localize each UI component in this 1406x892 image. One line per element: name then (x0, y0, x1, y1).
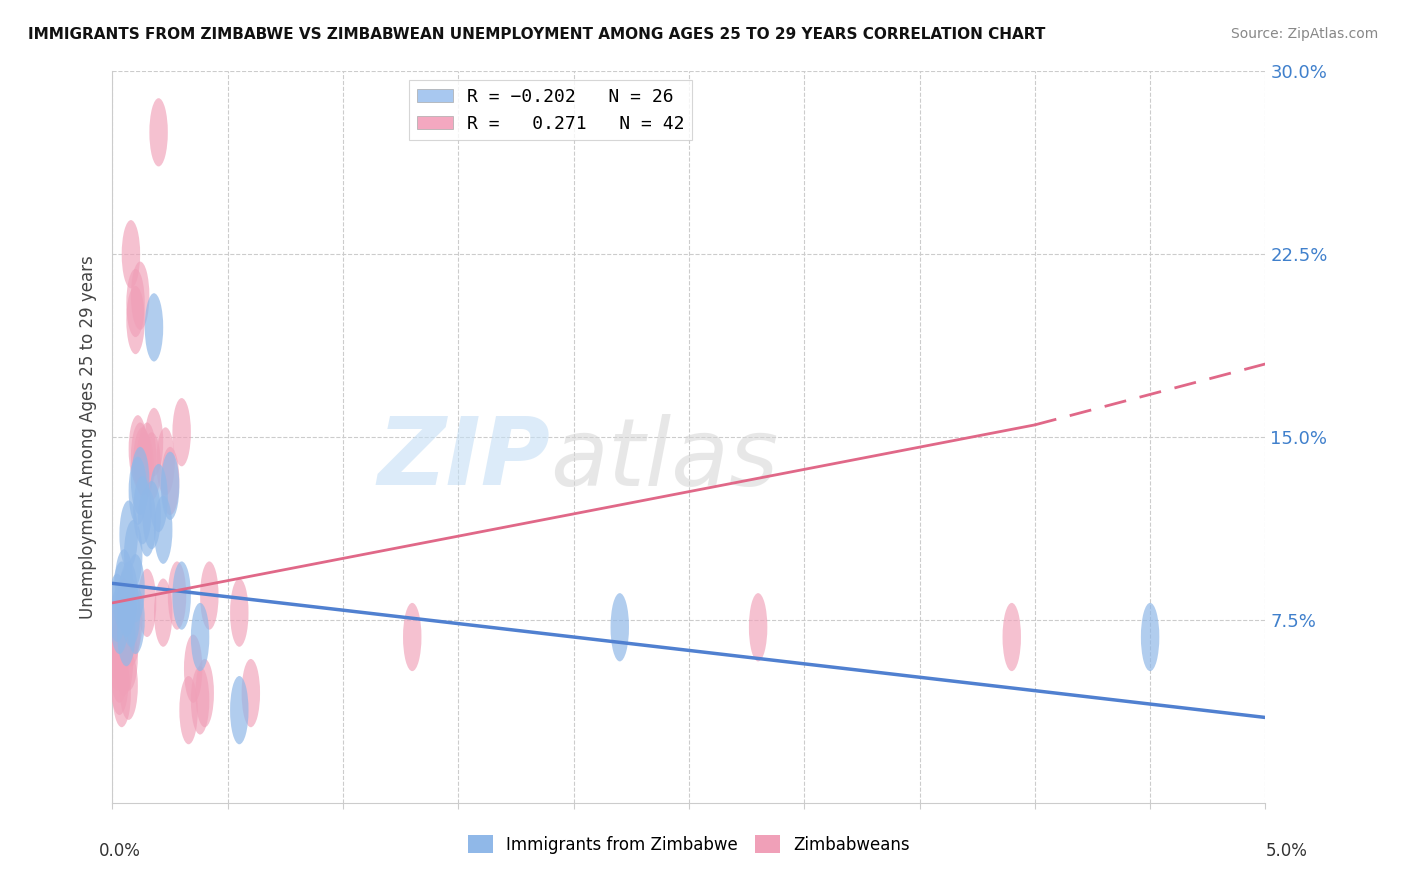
Ellipse shape (122, 579, 141, 647)
Ellipse shape (120, 623, 138, 690)
Ellipse shape (134, 476, 152, 544)
Text: ZIP: ZIP (378, 413, 551, 505)
Ellipse shape (142, 481, 160, 549)
Ellipse shape (155, 579, 173, 647)
Ellipse shape (122, 220, 141, 288)
Ellipse shape (138, 423, 156, 491)
Ellipse shape (105, 610, 124, 679)
Ellipse shape (128, 457, 148, 524)
Ellipse shape (149, 464, 167, 533)
Ellipse shape (142, 433, 160, 500)
Ellipse shape (117, 598, 135, 666)
Ellipse shape (115, 579, 134, 647)
Ellipse shape (160, 447, 180, 515)
Ellipse shape (135, 433, 155, 500)
Ellipse shape (149, 98, 167, 167)
Ellipse shape (184, 634, 202, 703)
Ellipse shape (231, 676, 249, 744)
Ellipse shape (115, 627, 134, 696)
Ellipse shape (124, 586, 142, 654)
Ellipse shape (138, 569, 156, 637)
Ellipse shape (160, 451, 180, 520)
Ellipse shape (134, 427, 152, 496)
Ellipse shape (195, 659, 214, 727)
Ellipse shape (131, 447, 149, 515)
Ellipse shape (108, 574, 127, 642)
Ellipse shape (127, 268, 145, 337)
Ellipse shape (131, 261, 149, 330)
Ellipse shape (138, 488, 156, 557)
Ellipse shape (156, 427, 174, 496)
Ellipse shape (242, 659, 260, 727)
Ellipse shape (145, 293, 163, 361)
Ellipse shape (610, 593, 628, 661)
Ellipse shape (110, 634, 128, 703)
Ellipse shape (112, 561, 131, 630)
Ellipse shape (110, 647, 128, 715)
Text: IMMIGRANTS FROM ZIMBABWE VS ZIMBABWEAN UNEMPLOYMENT AMONG AGES 25 TO 29 YEARS CO: IMMIGRANTS FROM ZIMBABWE VS ZIMBABWEAN U… (28, 27, 1046, 42)
Ellipse shape (180, 676, 198, 744)
Ellipse shape (112, 610, 131, 679)
Ellipse shape (108, 623, 127, 690)
Ellipse shape (1140, 603, 1160, 671)
Ellipse shape (128, 415, 148, 483)
Ellipse shape (127, 286, 145, 354)
Ellipse shape (120, 500, 138, 569)
Ellipse shape (173, 398, 191, 467)
Ellipse shape (124, 520, 142, 588)
Ellipse shape (155, 496, 173, 564)
Text: Source: ZipAtlas.com: Source: ZipAtlas.com (1230, 27, 1378, 41)
Ellipse shape (173, 561, 191, 630)
Ellipse shape (404, 603, 422, 671)
Ellipse shape (117, 569, 135, 637)
Ellipse shape (115, 549, 134, 617)
Ellipse shape (108, 593, 127, 661)
Ellipse shape (191, 666, 209, 734)
Legend: Immigrants from Zimbabwe, Zimbabweans: Immigrants from Zimbabwe, Zimbabweans (461, 829, 917, 860)
Ellipse shape (167, 561, 186, 630)
Ellipse shape (120, 652, 138, 720)
Ellipse shape (120, 561, 138, 630)
Ellipse shape (231, 579, 249, 647)
Ellipse shape (1002, 603, 1021, 671)
Text: atlas: atlas (551, 414, 779, 505)
Ellipse shape (122, 598, 141, 666)
Ellipse shape (131, 423, 149, 491)
Y-axis label: Unemployment Among Ages 25 to 29 years: Unemployment Among Ages 25 to 29 years (79, 255, 97, 619)
Ellipse shape (110, 586, 128, 654)
Ellipse shape (117, 569, 135, 637)
Ellipse shape (145, 408, 163, 476)
Ellipse shape (127, 586, 145, 654)
Text: 5.0%: 5.0% (1265, 842, 1308, 860)
Text: 0.0%: 0.0% (98, 842, 141, 860)
Ellipse shape (749, 593, 768, 661)
Ellipse shape (200, 561, 218, 630)
Ellipse shape (191, 603, 209, 671)
Ellipse shape (127, 554, 145, 623)
Ellipse shape (112, 659, 131, 727)
